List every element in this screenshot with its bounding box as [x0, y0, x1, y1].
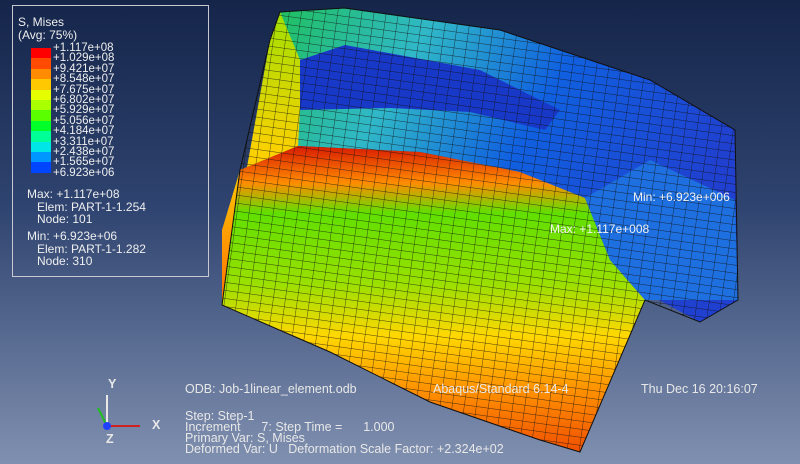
triad-z: Z [106, 432, 114, 446]
legend-swatch [31, 120, 51, 132]
legend-label: +3.311e+07 [53, 135, 114, 148]
max-info: Elem: PART-1-1.254 [37, 199, 146, 214]
legend-title: S, Mises [18, 15, 65, 29]
max-info: Node: 101 [37, 212, 93, 226]
legend-label: +5.056e+07 [53, 114, 115, 127]
legend-swatch [31, 79, 51, 90]
legend-label: +7.675e+07 [53, 83, 115, 96]
legend-swatch [31, 141, 51, 152]
legend-label: +6.923e+06 [53, 166, 115, 179]
legend-swatch [31, 152, 51, 163]
legend-swatch [31, 89, 51, 100]
triad [97, 395, 140, 430]
legend-swatch [31, 162, 51, 173]
legend-label: +8.548e+07 [53, 73, 115, 86]
legend-swatch [31, 68, 51, 80]
max-info: Max: +1.117e+08 [27, 187, 120, 201]
increment: Increment 7: Step Time = 1.000 [185, 420, 395, 434]
legend-label: +4.184e+07 [53, 125, 115, 138]
legend: S, Mises (Avg: 75%) +1.117e+08 +1.029e+08… [12, 5, 209, 277]
legend-label: +1.565e+07 [53, 156, 115, 169]
legend-label: +1.117e+08 [53, 42, 114, 54]
odb-name: ODB: Job-1linear_element.odb [185, 382, 357, 396]
legend-label: +9.421e+07 [53, 62, 115, 75]
legend-label: +5.929e+07 [53, 104, 115, 117]
triad-y: Y [108, 377, 117, 391]
legend-subtitle: (Avg: 75%) [18, 28, 78, 42]
mesh-body [221, 7, 739, 453]
date: Thu Dec 16 20:16:07 [641, 382, 758, 396]
step: Step: Step-1 [185, 409, 255, 423]
primary-var: Primary Var: S, Mises [185, 431, 305, 445]
legend-label: +6.802e+07 [53, 94, 115, 106]
max-annotation: Max: +1.117e+008 [550, 222, 650, 236]
legend-swatch [31, 110, 51, 121]
legend-swatch [31, 131, 51, 142]
triad-x: X [152, 418, 161, 432]
legend-label: +1.029e+08 [53, 52, 115, 65]
deformed-var: Deformed Var: U Deformation Scale Factor… [185, 442, 504, 456]
min-info: Min: +6.923e+06 [27, 229, 118, 243]
min-info: Node: 310 [37, 254, 93, 268]
min-annotation: Min: +6.923e+006 [633, 190, 730, 204]
legend-swatch [31, 58, 51, 69]
solver: Abaqus/Standard 6.14-4 [433, 382, 569, 396]
legend-swatch [31, 48, 51, 59]
legend-swatch [31, 100, 51, 111]
min-info: Elem: PART-1-1.282 [37, 241, 146, 256]
legend-label: +2.438e+07 [53, 146, 115, 158]
